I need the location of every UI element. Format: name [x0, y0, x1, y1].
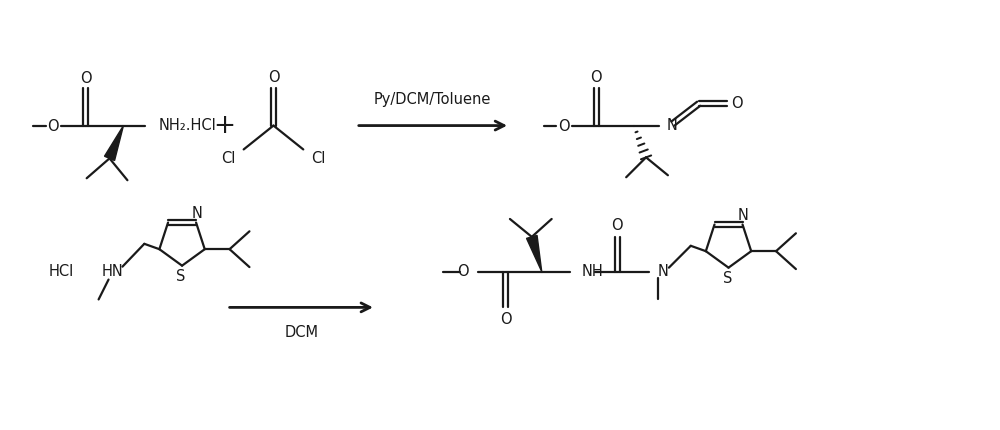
Text: N: N	[192, 206, 203, 221]
Text: HN: HN	[102, 264, 123, 279]
Text: NH₂.HCl: NH₂.HCl	[158, 118, 216, 133]
Text: O: O	[611, 218, 623, 233]
Text: O: O	[500, 311, 512, 326]
Text: Py/DCM/Toluene: Py/DCM/Toluene	[374, 92, 491, 107]
Text: N: N	[667, 118, 678, 133]
Text: O: O	[731, 96, 742, 111]
Text: O: O	[458, 264, 469, 279]
Text: O: O	[80, 71, 92, 86]
Text: DCM: DCM	[284, 324, 318, 339]
Polygon shape	[105, 126, 123, 161]
Text: N: N	[658, 264, 669, 279]
Text: +: +	[213, 112, 235, 138]
Polygon shape	[527, 236, 542, 272]
Text: O: O	[558, 119, 569, 134]
Text: O: O	[268, 70, 279, 85]
Text: NH: NH	[581, 264, 603, 279]
Text: HCl: HCl	[49, 264, 74, 279]
Text: O: O	[47, 119, 59, 134]
Text: Cl: Cl	[311, 150, 325, 166]
Text: O: O	[591, 70, 602, 85]
Text: Cl: Cl	[222, 150, 236, 166]
Text: N: N	[738, 208, 749, 223]
Text: S: S	[176, 268, 186, 283]
Text: S: S	[723, 270, 732, 286]
